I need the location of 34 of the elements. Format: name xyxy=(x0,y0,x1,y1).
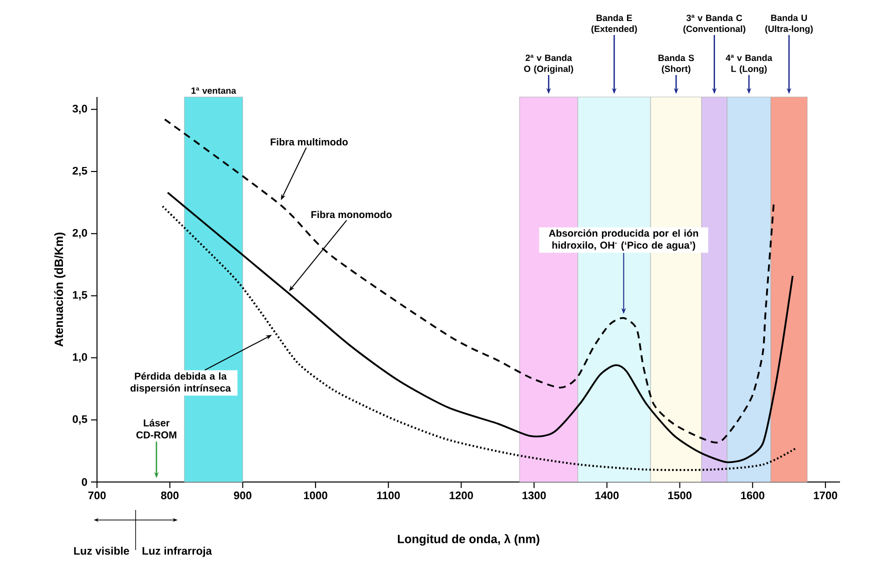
annotation: Fibra monomodo xyxy=(311,210,392,218)
y-tick-label: 1,0 xyxy=(72,353,88,362)
x-tick-label: 1300 xyxy=(522,492,546,500)
x-tick-label: 1100 xyxy=(377,492,400,500)
x-tick-label: 1400 xyxy=(595,492,619,500)
y-tick-label: 2,0 xyxy=(72,228,88,238)
annotation: Láser CD-ROM xyxy=(136,419,176,438)
x-tick-label: 1700 xyxy=(814,492,838,500)
band-label: 1ª ventana xyxy=(192,87,236,94)
x-tick-label: 700 xyxy=(88,492,106,500)
text: Luz infrarroja xyxy=(142,546,212,557)
x-axis-title: Longitud de onda, λ (nm) xyxy=(398,534,540,546)
y-tick-label: 2,5 xyxy=(72,166,88,176)
annotation: Fibra multimodo xyxy=(270,138,348,146)
band-label: 2ª v Banda O (Original) xyxy=(524,54,574,74)
band-label: 4ª v Banda L (Long) xyxy=(726,54,772,74)
x-tick-label: 1200 xyxy=(450,492,473,500)
x-tick-label: 1000 xyxy=(304,492,328,500)
y-tick-label: 1,5 xyxy=(72,291,88,300)
x-tick-label: 1600 xyxy=(741,492,764,500)
annotation: Pérdida debida a la dispersión intrínseca xyxy=(130,372,231,394)
y-tick-label: 0,5 xyxy=(72,415,88,425)
band-label: Banda U (Ultra-long) xyxy=(765,14,813,34)
band-label: Banda S (Short) xyxy=(658,54,694,74)
x-tick-label: 900 xyxy=(234,492,252,500)
band-label: Banda E (Extended) xyxy=(591,14,637,34)
y-tick-label: 0 xyxy=(82,478,88,486)
y-tick-label: 3,0 xyxy=(72,104,88,114)
x-tick-label: 800 xyxy=(161,492,179,500)
text: Luz visible xyxy=(74,546,130,555)
y-axis-title: Atenuación (dB/Km) xyxy=(54,232,66,347)
annotation: Absorción producida por el ión hidroxilo, OH$^{-}$ (‘Pico de agua’) xyxy=(548,229,698,251)
x-tick-label: 1500 xyxy=(668,492,692,500)
band-label: 3ª v Banda C (Conventional) xyxy=(683,14,746,34)
